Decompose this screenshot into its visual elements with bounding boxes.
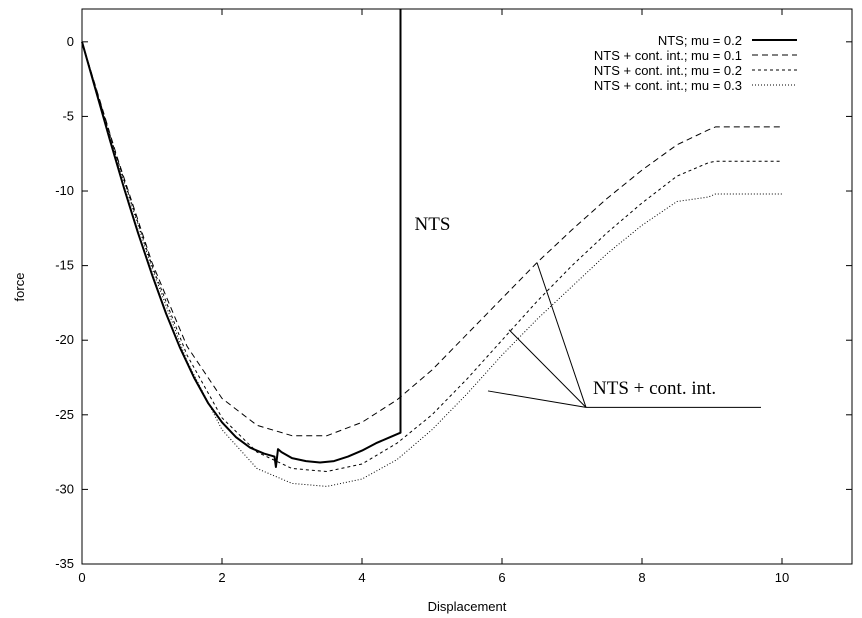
legend-label: NTS; mu = 0.2 — [658, 33, 742, 48]
series-line-3 — [81, 41, 782, 472]
x-tick-label: 8 — [638, 570, 645, 585]
legend-label: NTS + cont. int.; mu = 0.2 — [594, 63, 742, 78]
series-line-4 — [81, 41, 782, 487]
y-tick-label: -25 — [55, 407, 74, 422]
x-tick-label: 4 — [358, 570, 365, 585]
series-line-2 — [81, 41, 782, 437]
y-tick-label: -10 — [55, 183, 74, 198]
x-tick-label: 6 — [498, 570, 505, 585]
x-axis-title: Displacement — [428, 599, 507, 614]
annotation-pointer — [487, 390, 587, 408]
y-tick-label: -20 — [55, 332, 74, 347]
axis-ticks: 0 2 4 6 8 10 0 -5 -10 -15 -20 -25 -30 -35 — [55, 9, 852, 585]
annotation-nts: NTS — [415, 214, 451, 235]
series-line-1 — [81, 9, 402, 468]
y-tick-label: -5 — [62, 108, 74, 123]
y-tick-label: -15 — [55, 258, 74, 273]
x-tick-label: 10 — [775, 570, 789, 585]
annotation-pointer — [536, 262, 587, 408]
series-group — [81, 9, 782, 487]
annotation-pointers — [487, 262, 761, 408]
y-tick-label: -35 — [55, 556, 74, 571]
y-tick-label: 0 — [67, 34, 74, 49]
x-tick-label: 2 — [218, 570, 225, 585]
y-tick-label: -30 — [55, 481, 74, 496]
legend-label: NTS + cont. int.; mu = 0.3 — [594, 78, 742, 93]
annotation-nts-cont-int: NTS + cont. int. — [593, 378, 716, 399]
plot-frame — [81, 8, 853, 565]
annotation-pointer — [508, 329, 587, 408]
x-tick-label: 0 — [78, 570, 85, 585]
y-axis-title: force — [12, 273, 27, 302]
legend-label: NTS + cont. int.; mu = 0.1 — [594, 48, 742, 63]
